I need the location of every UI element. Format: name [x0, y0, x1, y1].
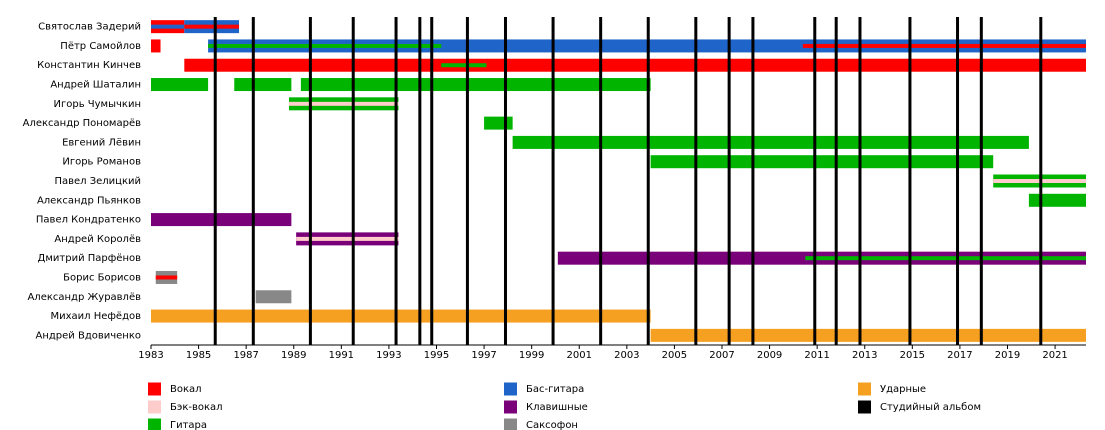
member-name: Михаил Нефёдов	[50, 311, 141, 322]
legend-swatch	[504, 382, 517, 396]
legend-label: Клавишные	[526, 402, 588, 413]
role-bar	[184, 58, 1087, 72]
role-bar	[650, 155, 994, 169]
role-bar	[300, 78, 651, 92]
legend-swatch	[148, 400, 161, 414]
role-bar	[151, 309, 651, 323]
legend-swatch	[858, 382, 871, 396]
member-name: Дмитрий Парфёнов	[38, 253, 142, 264]
x-tick-label: 1993	[376, 350, 401, 361]
role-bar	[650, 328, 1086, 342]
x-tick-label: 1987	[233, 350, 258, 361]
role-bar	[255, 290, 292, 304]
x-tick-label: 2011	[804, 350, 829, 361]
x-tick-label: 2015	[900, 350, 925, 361]
legend-label: Гитара	[170, 420, 207, 430]
member-name: Андрей Королёв	[54, 234, 141, 245]
role-stripe	[208, 43, 442, 48]
member-name: Святослав Задерий	[38, 22, 141, 33]
x-tick-label: 2017	[947, 350, 972, 361]
legend-label: Студийный альбом	[880, 402, 981, 413]
legend-label: Саксофон	[526, 420, 578, 430]
legend-swatch	[504, 418, 517, 430]
x-tick-label: 2019	[995, 350, 1020, 361]
member-name: Андрей Вдовиченко	[35, 330, 141, 341]
legend-label: Ударные	[880, 384, 926, 395]
role-bar	[484, 116, 513, 130]
legend-swatch	[504, 400, 517, 414]
legend-swatch	[148, 418, 161, 430]
role-bar	[151, 213, 292, 227]
x-tick-label: 1999	[519, 350, 544, 361]
x-tick-label: 1983	[138, 350, 163, 361]
x-tick-label: 1991	[329, 350, 354, 361]
x-tick-label: 2001	[567, 350, 592, 361]
legend-label: Бэк-вокал	[170, 402, 223, 413]
member-name: Павел Зелицкий	[54, 176, 141, 187]
legend-label: Вокал	[170, 384, 202, 395]
member-name: Александр Пьянков	[37, 195, 141, 206]
role-stripe	[184, 24, 240, 29]
role-bar	[151, 78, 209, 92]
role-bar	[1028, 193, 1086, 207]
x-tick-label: 1985	[186, 350, 211, 361]
x-tick-label: 1989	[281, 350, 306, 361]
role-stripe	[296, 236, 399, 241]
x-tick-label: 2021	[1042, 350, 1067, 361]
member-name: Константин Кинчев	[37, 60, 141, 71]
member-name: Пётр Самойлов	[60, 41, 141, 52]
member-name: Александр Пономарёв	[23, 118, 141, 129]
role-stripe	[155, 275, 178, 280]
member-name: Игорь Чумычкин	[54, 99, 141, 110]
member-name: Евгений Лёвин	[62, 137, 141, 148]
member-name: Александр Журавлёв	[27, 292, 141, 303]
role-stripe	[441, 63, 487, 68]
legend-swatch	[858, 400, 871, 414]
x-tick-label: 2009	[757, 350, 782, 361]
x-tick-label: 2013	[852, 350, 877, 361]
x-tick-label: 2005	[662, 350, 687, 361]
role-bar	[151, 39, 161, 53]
legend-swatch	[148, 382, 161, 396]
member-name: Игорь Романов	[62, 157, 141, 168]
member-name: Борис Борисов	[63, 272, 141, 283]
role-stripe	[805, 256, 1086, 261]
role-stripe	[802, 43, 1086, 48]
legend-label: Бас-гитара	[526, 384, 584, 395]
role-stripe	[151, 24, 185, 29]
role-stripe	[288, 101, 399, 106]
member-name: Павел Кондратенко	[36, 215, 141, 226]
member-name: Андрей Шаталин	[50, 80, 141, 91]
x-tick-label: 1995	[424, 350, 449, 361]
role-bar	[234, 78, 292, 92]
x-tick-label: 2007	[709, 350, 734, 361]
role-bar	[512, 135, 1029, 149]
x-tick-label: 2003	[614, 350, 639, 361]
x-tick-label: 1997	[471, 350, 496, 361]
